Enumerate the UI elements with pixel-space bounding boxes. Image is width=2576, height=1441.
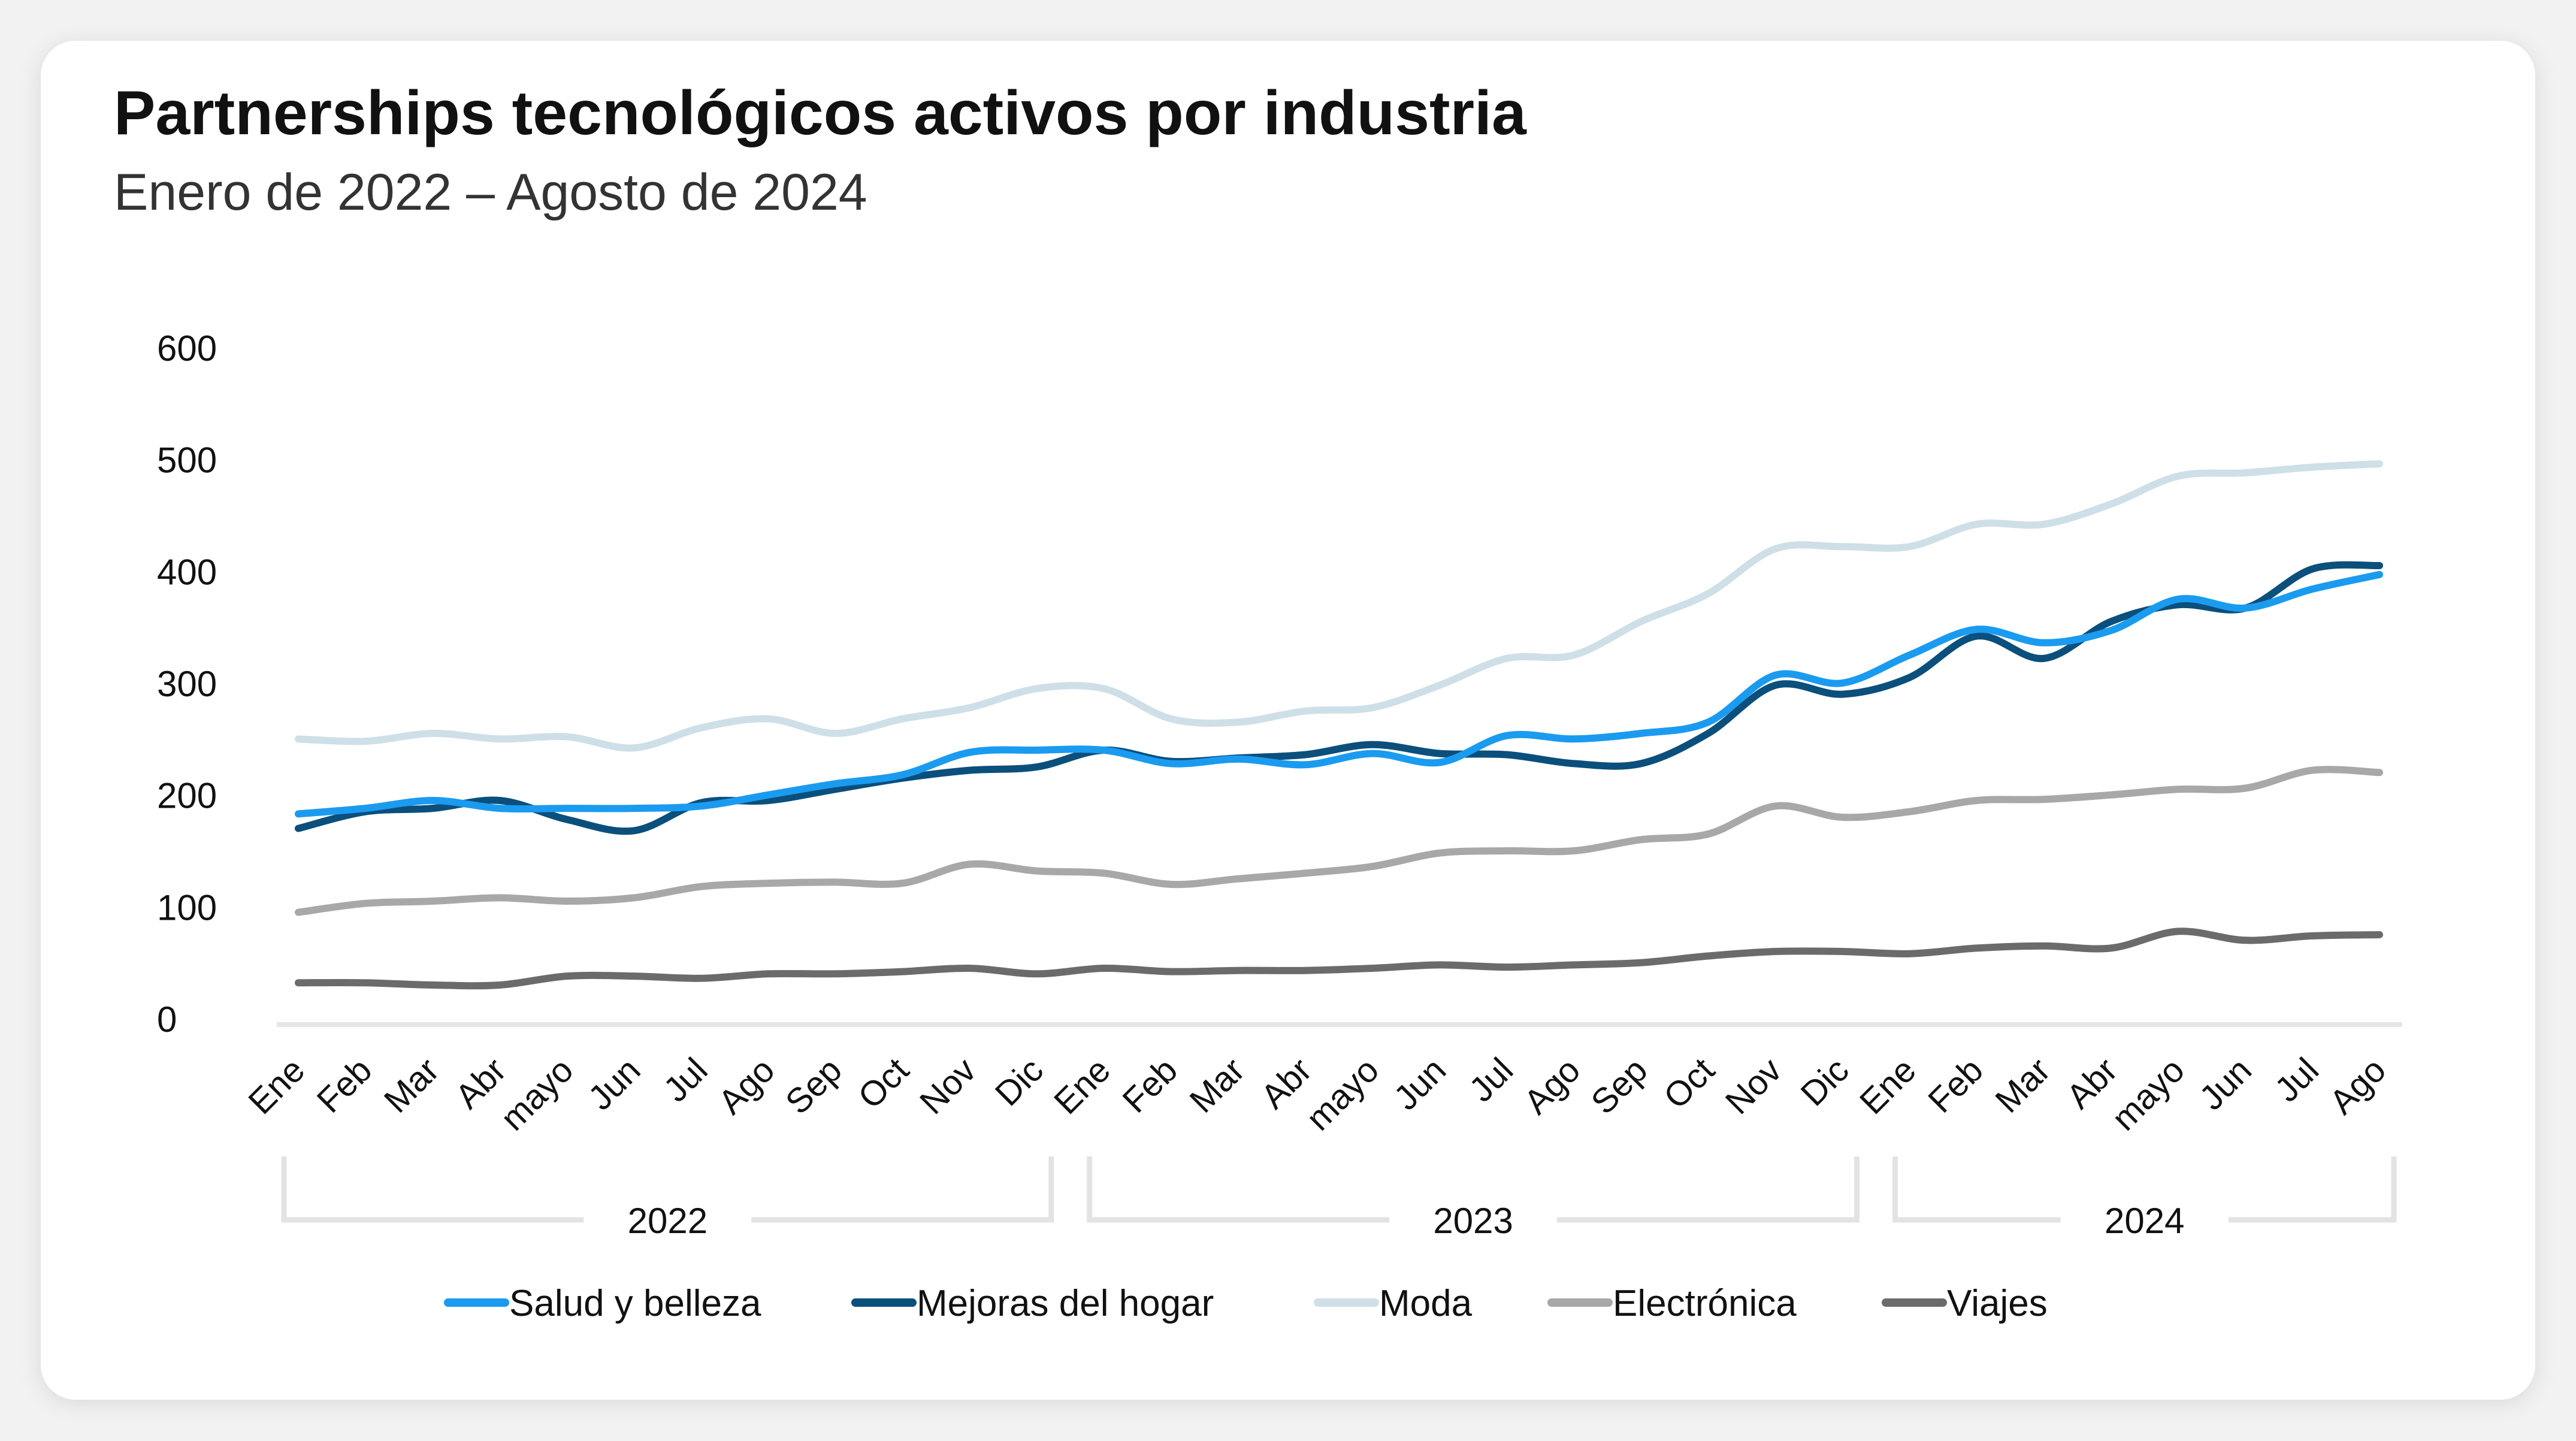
series-line-moda	[295, 460, 2383, 752]
x-tick-label: Ene	[241, 1050, 312, 1122]
x-tick-label: Jun	[1386, 1050, 1453, 1117]
x-tick-label: Jun	[2192, 1050, 2259, 1117]
x-tick-label: Nov	[912, 1050, 984, 1122]
chart-subtitle: Enero de 2022 – Agosto de 2024	[114, 164, 867, 221]
series-line-viajes	[295, 928, 2383, 990]
x-tick-label: Feb	[1115, 1050, 1185, 1120]
y-tick-label: 200	[157, 776, 217, 816]
legend-label-viajes: Viajes	[1947, 1283, 2048, 1324]
x-tick-label: mayo	[493, 1050, 580, 1138]
legend-label-moda: Moda	[1379, 1283, 1473, 1324]
chart-card	[41, 41, 2535, 1400]
year-label: 2024	[2105, 1201, 2184, 1241]
x-tick-label: Jul	[1462, 1050, 1520, 1109]
x-tick-label: Jul	[656, 1050, 715, 1109]
x-tick-label: Sep	[1584, 1050, 1655, 1122]
x-tick-label: Mar	[377, 1050, 447, 1120]
y-tick-label: 500	[157, 440, 217, 481]
chart-title: Partnerships tecnológicos activos por in…	[114, 78, 1526, 148]
x-tick-label: Ago	[2322, 1050, 2393, 1122]
series-line-mejoras-del-hogar	[295, 561, 2383, 835]
x-tick-label: Dic	[988, 1050, 1051, 1113]
x-tick-label: Ene	[1852, 1050, 1924, 1122]
year-label: 2023	[1433, 1201, 1513, 1241]
x-tick-label: Dic	[1793, 1050, 1856, 1113]
x-tick-label: Oct	[1656, 1050, 1722, 1116]
x-tick-label: Feb	[1921, 1050, 1991, 1120]
x-tick-label: Ago	[1516, 1050, 1588, 1122]
y-tick-label: 0	[157, 999, 177, 1040]
y-tick-label: 100	[157, 887, 217, 928]
y-tick-label: 600	[157, 328, 217, 368]
x-tick-label: Nov	[1718, 1050, 1789, 1122]
series-line-salud-y-belleza	[295, 570, 2383, 818]
x-tick-label: Sep	[778, 1050, 849, 1122]
year-label-bg	[2060, 1196, 2229, 1244]
year-label-bg	[583, 1196, 752, 1244]
x-tick-label: Jul	[2267, 1050, 2326, 1109]
x-tick-label: Oct	[851, 1050, 917, 1116]
y-tick-label: 400	[157, 552, 217, 592]
x-tick-label: Ago	[711, 1050, 782, 1122]
x-tick-label: Ene	[1047, 1050, 1118, 1122]
year-label: 2022	[628, 1201, 708, 1241]
x-tick-label: Mar	[1988, 1050, 2058, 1120]
legend-label-electronica: Electrónica	[1613, 1283, 1797, 1324]
x-tick-label: mayo	[2105, 1050, 2192, 1138]
year-label-bg	[1389, 1196, 1558, 1244]
x-tick-label: mayo	[1299, 1050, 1386, 1138]
x-tick-label: Mar	[1183, 1050, 1253, 1120]
legend-label-salud-y-belleza: Salud y belleza	[509, 1283, 761, 1324]
series-line-electronica	[295, 766, 2383, 916]
x-tick-label: Feb	[310, 1050, 380, 1120]
x-tick-label: Jun	[580, 1050, 648, 1117]
y-tick-label: 300	[157, 664, 217, 704]
legend-label-mejoras-del-hogar: Mejoras del hogar	[917, 1283, 1214, 1324]
